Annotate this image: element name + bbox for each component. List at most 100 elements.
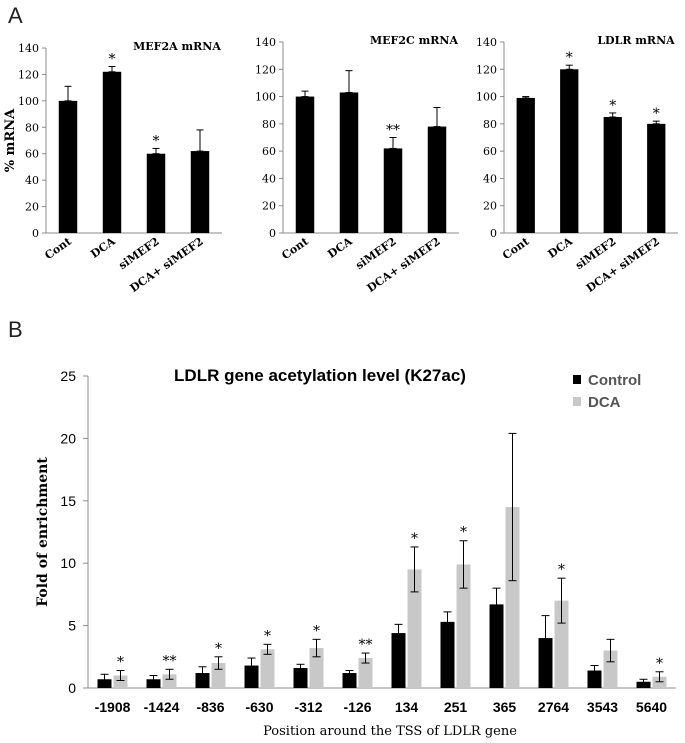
category-label: Cont bbox=[500, 234, 532, 262]
bar-dca bbox=[456, 564, 471, 688]
y-tick-label: 20 bbox=[483, 200, 497, 213]
bar bbox=[383, 148, 403, 233]
significance-marker: * bbox=[653, 106, 660, 122]
category-label: DCA+ siMEF2 bbox=[584, 235, 662, 295]
y-axis-label: % mRNA bbox=[3, 108, 18, 172]
bar-dca bbox=[358, 658, 373, 688]
significance-marker: ** bbox=[386, 123, 400, 139]
bar-control bbox=[489, 604, 504, 688]
y-tick-label: 0 bbox=[269, 227, 276, 240]
y-tick-label: 15 bbox=[60, 493, 76, 509]
legend-swatch-dca bbox=[573, 397, 581, 406]
y-tick-label: 10 bbox=[60, 555, 76, 571]
chart-ldlr-acetylation: LDLR gene acetylation level (K27ac) 0 5 10 1… bbox=[35, 366, 676, 739]
y-axis-label: Fold of enrichment bbox=[35, 457, 51, 607]
legend-label-dca: DCA bbox=[588, 394, 621, 411]
bar-control bbox=[342, 673, 357, 688]
significance-marker: ** bbox=[163, 653, 177, 669]
x-axis-label: Position around the TSS of LDLR gene bbox=[263, 724, 517, 739]
bar-control bbox=[293, 668, 308, 688]
y-tick-label: 100 bbox=[255, 91, 276, 104]
category-label: DCA bbox=[325, 235, 355, 261]
y-tick-label: 120 bbox=[18, 68, 39, 81]
bar bbox=[146, 153, 166, 233]
chart-ldlr-mrna: LDLR mRNA020406080100120140Cont*DCA*siME… bbox=[476, 34, 678, 295]
bar-control bbox=[538, 638, 553, 688]
y-tick-label: 140 bbox=[476, 36, 497, 49]
bar bbox=[190, 151, 210, 233]
bar bbox=[102, 71, 122, 234]
y-tick-label: 100 bbox=[18, 95, 39, 108]
category-label: 134 bbox=[395, 699, 419, 715]
category-label: 251 bbox=[444, 699, 468, 715]
significance-marker: * bbox=[109, 52, 116, 68]
significance-marker: * bbox=[313, 623, 320, 639]
category-label: -630 bbox=[245, 699, 273, 715]
significance-marker: * bbox=[460, 525, 467, 541]
category-label: DCA bbox=[88, 235, 118, 261]
significance-marker: * bbox=[411, 531, 418, 547]
legend-label-control: Control bbox=[588, 372, 641, 389]
y-tick-label: 20 bbox=[25, 201, 39, 214]
category-label: DCA+ siMEF2 bbox=[365, 235, 443, 295]
legend-swatch-control bbox=[573, 375, 581, 384]
significance-marker: * bbox=[566, 50, 573, 66]
category-label: -1908 bbox=[95, 699, 131, 715]
bar bbox=[427, 126, 447, 233]
chart-title: MEF2A mRNA bbox=[133, 40, 221, 53]
bar bbox=[603, 117, 622, 233]
bar bbox=[339, 92, 359, 233]
bar bbox=[560, 69, 579, 234]
category-label: -312 bbox=[294, 699, 322, 715]
bar-control bbox=[195, 673, 210, 688]
category-label: -1424 bbox=[144, 699, 180, 715]
bar-dca bbox=[260, 649, 275, 688]
chart-title: LDLR mRNA bbox=[597, 34, 675, 47]
bar-dca bbox=[309, 648, 324, 688]
y-tick-label: 0 bbox=[68, 680, 76, 696]
category-label: DCA bbox=[546, 235, 576, 261]
category-label: 2764 bbox=[538, 699, 569, 715]
y-tick-label: 5 bbox=[68, 618, 76, 634]
bar-dca bbox=[652, 676, 667, 688]
y-tick-label: 80 bbox=[262, 118, 276, 131]
y-tick-label: 60 bbox=[483, 145, 497, 158]
y-tick-label: 80 bbox=[25, 121, 39, 134]
bar-dca bbox=[554, 600, 569, 688]
bar-control bbox=[440, 621, 455, 688]
bar bbox=[58, 100, 78, 233]
category-label: Cont bbox=[279, 234, 311, 262]
category-label: -836 bbox=[196, 699, 224, 715]
significance-marker: * bbox=[609, 98, 616, 114]
y-tick-label: 60 bbox=[262, 145, 276, 158]
y-tick-label: 80 bbox=[483, 118, 497, 131]
y-tick-label: 100 bbox=[476, 91, 497, 104]
chart-title: MEF2C mRNA bbox=[370, 34, 458, 47]
bar-control bbox=[244, 665, 259, 688]
y-tick-label: 60 bbox=[25, 148, 39, 161]
panel-b-label: B bbox=[8, 317, 23, 342]
significance-marker: * bbox=[153, 133, 160, 149]
significance-marker: * bbox=[264, 628, 271, 644]
y-tick-label: 0 bbox=[32, 227, 39, 240]
bar-dca bbox=[162, 674, 177, 688]
significance-marker: * bbox=[117, 655, 124, 671]
bar bbox=[295, 96, 315, 233]
significance-marker: * bbox=[558, 562, 565, 578]
y-tick-label: 40 bbox=[262, 172, 276, 185]
chart-mef2a-mrna: MEF2A mRNA 0 20 40 60 80 100 120 140 % mRNA Cont * D… bbox=[3, 40, 222, 295]
bar bbox=[647, 123, 666, 233]
y-tick-label: 20 bbox=[262, 200, 276, 213]
bar-dca bbox=[505, 507, 520, 688]
y-tick-label: 120 bbox=[255, 63, 276, 76]
y-tick-label: 120 bbox=[476, 63, 497, 76]
y-tick-label: 20 bbox=[60, 430, 76, 446]
category-label: 5640 bbox=[636, 699, 667, 715]
significance-marker: ** bbox=[359, 637, 373, 653]
bar-control bbox=[587, 670, 602, 688]
y-tick-label: 140 bbox=[255, 36, 276, 49]
significance-marker: * bbox=[215, 641, 222, 657]
y-tick-label: 25 bbox=[60, 368, 76, 384]
bar-control bbox=[146, 679, 161, 688]
